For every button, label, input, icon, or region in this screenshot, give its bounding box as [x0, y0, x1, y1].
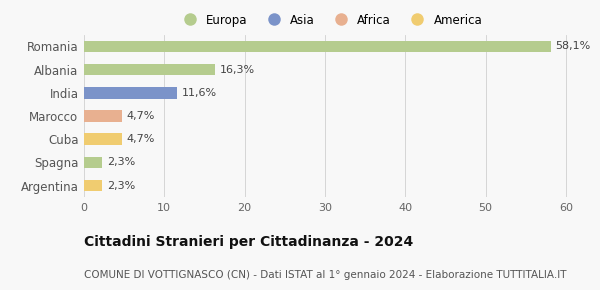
Bar	[84, 133, 122, 145]
Text: Cittadini Stranieri per Cittadinanza - 2024: Cittadini Stranieri per Cittadinanza - 2…	[84, 235, 413, 249]
Bar	[84, 180, 103, 191]
Text: 16,3%: 16,3%	[220, 65, 255, 75]
Text: COMUNE DI VOTTIGNASCO (CN) - Dati ISTAT al 1° gennaio 2024 - Elaborazione TUTTIT: COMUNE DI VOTTIGNASCO (CN) - Dati ISTAT …	[84, 270, 566, 280]
Bar	[84, 41, 551, 52]
Bar	[84, 110, 122, 122]
Bar	[84, 64, 215, 75]
Text: 2,3%: 2,3%	[107, 181, 136, 191]
Bar	[84, 157, 103, 168]
Text: 4,7%: 4,7%	[127, 134, 155, 144]
Text: 2,3%: 2,3%	[107, 157, 136, 167]
Legend: Europa, Asia, Africa, America: Europa, Asia, Africa, America	[173, 9, 487, 31]
Text: 11,6%: 11,6%	[182, 88, 217, 98]
Text: 58,1%: 58,1%	[556, 41, 591, 51]
Bar	[84, 87, 177, 99]
Text: 4,7%: 4,7%	[127, 111, 155, 121]
